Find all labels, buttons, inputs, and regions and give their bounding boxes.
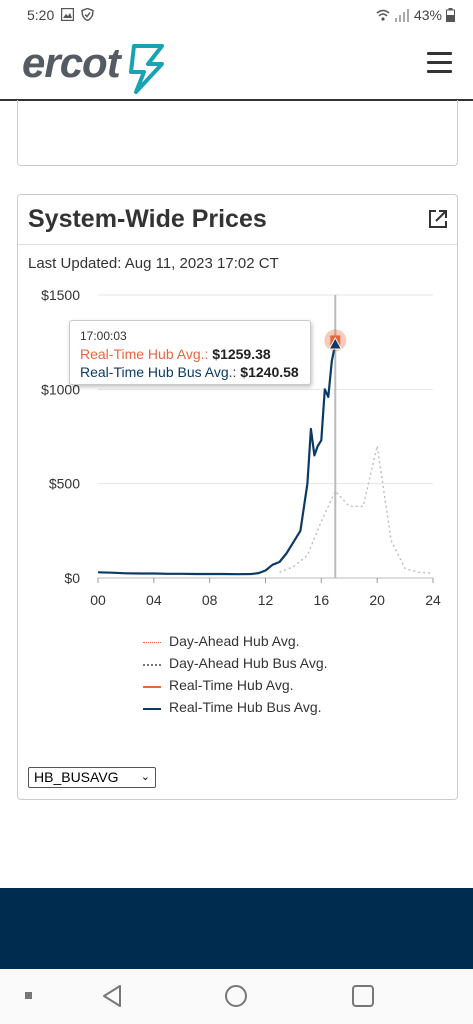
legend-label: Day-Ahead Hub Bus Avg. — [169, 655, 328, 671]
y-tick-label: $1000 — [41, 381, 80, 397]
battery-icon — [446, 8, 455, 22]
recents-dot-icon[interactable] — [25, 992, 33, 1000]
x-tick-label: 00 — [90, 592, 106, 608]
chevron-down-icon: ⌄ — [140, 771, 150, 783]
x-tick-label: 08 — [202, 592, 218, 608]
home-icon[interactable] — [224, 984, 248, 1008]
status-bar: 5:20 43% — [0, 0, 473, 30]
hub-select-value: HB_BUSAVG — [34, 769, 119, 785]
system-wide-prices-card: System-Wide Prices Last Updated: Aug 11,… — [17, 194, 458, 800]
y-axis-ticks: $1500 $1000 $500 $0 — [41, 287, 80, 586]
tooltip-value: $1259.38 — [212, 346, 271, 362]
x-tick-label: 24 — [425, 592, 441, 608]
ercot-logo-text[interactable]: ercot — [22, 39, 121, 86]
real-time-hub-bus-marker — [328, 336, 343, 350]
gallery-icon — [61, 8, 74, 21]
hub-select[interactable]: HB_BUSAVG ⌄ — [28, 767, 156, 788]
chart-tooltip: 17:00:03 Real-Time Hub Avg.: $1259.38 Re… — [69, 320, 311, 385]
tooltip-label: Real-Time Hub Bus Avg. — [80, 364, 233, 380]
tooltip-time: 17:00:03 — [80, 329, 127, 343]
android-nav-bar — [0, 969, 473, 1024]
wifi-icon — [376, 9, 390, 21]
y-tick-label: $1500 — [41, 287, 80, 303]
menu-icon[interactable] — [427, 52, 452, 74]
hover-markers — [324, 329, 347, 352]
status-time: 5:20 — [27, 7, 55, 23]
external-link-icon[interactable] — [427, 208, 449, 230]
legend-swatch — [143, 686, 161, 688]
series-line — [279, 445, 434, 574]
site-header: ercot — [0, 30, 473, 101]
x-tick-label: 16 — [314, 592, 330, 608]
legend-swatch — [143, 708, 161, 710]
signal-icon — [394, 8, 409, 22]
y-tick-label: $0 — [64, 570, 80, 586]
x-tick-label: 20 — [369, 592, 385, 608]
x-tick-label: 12 — [258, 592, 274, 608]
card-header: System-Wide Prices — [18, 195, 457, 245]
legend-swatch — [143, 664, 161, 666]
tooltip-row-real-time-bus: Real-Time Hub Bus Avg.: $1240.58 — [80, 364, 299, 380]
lightning-bolt-icon — [129, 44, 164, 94]
legend-swatch — [143, 642, 161, 643]
site-footer — [0, 888, 473, 969]
x-axis-ticks: 00 04 08 12 16 20 24 — [90, 578, 441, 608]
previous-card — [17, 100, 458, 166]
chart-series — [97, 343, 434, 576]
series-line — [97, 343, 337, 576]
last-updated-text: Last Updated: Aug 11, 2023 17:02 CT — [28, 255, 279, 272]
battery-text: 43% — [413, 7, 442, 23]
status-right: 43% — [376, 7, 455, 23]
tooltip-row-real-time: Real-Time Hub Avg.: $1259.38 — [80, 346, 271, 362]
price-chart[interactable]: $1500 $1000 $500 $0 00 04 08 12 16 20 24 — [18, 195, 457, 625]
legend-label: Day-Ahead Hub Avg. — [169, 633, 300, 649]
card-title: System-Wide Prices — [28, 205, 267, 233]
x-tick-label: 04 — [146, 592, 162, 608]
back-icon[interactable] — [100, 984, 124, 1008]
legend-label: Real-Time Hub Avg. — [169, 677, 294, 693]
overview-icon[interactable] — [351, 984, 375, 1008]
tooltip-value: $1240.58 — [240, 364, 299, 380]
tooltip-label: Real-Time Hub Avg. — [80, 346, 205, 362]
legend-label: Real-Time Hub Bus Avg. — [169, 699, 322, 715]
shield-icon — [81, 8, 94, 21]
y-tick-label: $500 — [49, 476, 80, 492]
